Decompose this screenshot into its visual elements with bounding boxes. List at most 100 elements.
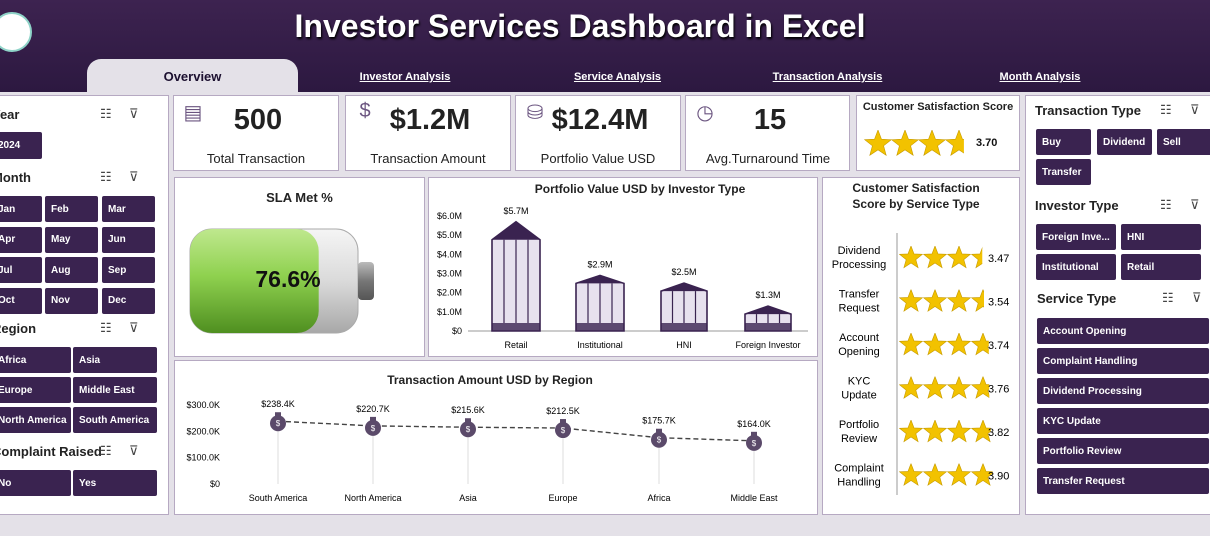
x-tick-label: Foreign Investor [735,340,800,350]
slicer-service-type-item[interactable]: Dividend Processing [1037,378,1209,404]
slicer-month-item[interactable]: Feb [45,196,98,222]
slicer-service-type-item[interactable]: KYC Update [1037,408,1209,434]
slicer-month-item[interactable]: Jan [0,196,42,222]
star-icon [890,130,920,156]
x-tick-label: Retail [504,340,527,350]
slicer-transaction-type-item[interactable]: Buy [1036,129,1091,155]
star-icon [970,420,991,443]
data-label: $5.7M [503,206,528,216]
stars-kyc-update [899,376,990,399]
slicer-region-item[interactable]: Asia [73,347,157,373]
money-bag-icon: $ [359,100,371,122]
slicer-investor-type-item[interactable]: Foreign Inve... [1036,224,1116,250]
slicer-transaction-type-title: Transaction Type [1035,103,1141,118]
slicer-month-item[interactable]: Jun [102,226,155,253]
star-icon [946,289,972,312]
tab-month-analysis[interactable]: Month Analysis [999,71,1081,83]
point-asia: $ [460,418,476,438]
sla-battery-fill [190,229,319,333]
x-tick-label: Middle East [730,493,778,503]
slicer-region-item[interactable]: South America [73,407,157,433]
portfolio-chart: $0 $1.0M $2.0M $3.0M $4.0M $5.0M $6.0M $5.7M Ret… [437,206,808,350]
star-icon [946,463,972,486]
kpi-label: Transaction Amount [370,151,486,166]
csat-service-title: Customer Satisfaction Score by Service T… [852,181,980,211]
star-icon [944,130,964,156]
slicer-investor-type-item[interactable]: Institutional [1036,254,1116,280]
star-icon [946,333,972,356]
slicer-month-item[interactable]: Nov [45,287,98,314]
multi-select-icon[interactable]: ☷ [100,320,112,335]
slicer-investor-type-item[interactable]: Retail [1121,254,1201,280]
data-label: $215.6K [451,405,485,415]
cash-icon: ⛁ [526,102,544,124]
slicer-transaction-type-item[interactable]: Transfer [1036,159,1091,185]
slicer-service-type-item[interactable]: Account Opening [1037,318,1209,344]
tab-overview[interactable]: Overview [87,59,298,92]
clear-filter-icon[interactable]: ⊽ [129,169,139,184]
slicer-investor-type-title: Investor Type [1035,198,1119,213]
slicer-service-type-item[interactable]: Complaint Handling [1037,348,1209,374]
clear-filter-icon[interactable]: ⊽ [1192,290,1202,305]
slicer-month-item[interactable]: Dec [102,287,155,314]
slicer-complaint-item[interactable]: No [0,470,71,496]
slicer-month-item[interactable]: Sep [102,257,155,283]
clear-filter-icon[interactable]: ⊽ [129,320,139,335]
slicer-month-item[interactable]: Oct [0,287,42,314]
star-icon [946,420,972,443]
slicer-region-item[interactable]: North America [0,407,71,433]
multi-select-icon[interactable]: ☷ [100,443,112,458]
star-icon [970,376,990,399]
y-tick-label: $0 [210,479,220,489]
company-logo [0,12,32,52]
clear-filter-icon[interactable]: ⊽ [129,443,139,458]
multi-select-icon[interactable]: ☷ [1160,102,1172,117]
multi-select-icon[interactable]: ☷ [1162,290,1174,305]
star-icon [973,130,974,155]
data-label: $238.4K [261,399,295,409]
slicer-year-item[interactable]: 2024 [0,132,42,159]
csat-service-chart: Dividend Processing 3.47 Transfer Request 3.5… [832,233,1009,495]
slicer-month-item[interactable]: Apr [0,226,42,253]
slicer-month-item[interactable]: Jul [0,257,42,283]
slicer-investor-type-item[interactable]: HNI [1121,224,1201,250]
bar-retail [491,220,541,332]
clear-filter-icon[interactable]: ⊽ [1190,102,1200,117]
clock-icon: ◷ [696,102,714,124]
slicer-service-type-item[interactable]: Transfer Request [1037,468,1209,494]
kpi-card [515,95,681,171]
slicer-region-item[interactable]: Europe [0,377,71,403]
slicer-month-item[interactable]: May [45,226,98,253]
page-title: Investor Services Dashboard in Excel [294,8,866,44]
kpi-label: Avg.Turnaround Time [705,151,831,166]
region-chart: $0 $100.0K $200.0K $300.0K $ $238.4K South Ame… [186,399,778,503]
slicer-month-item[interactable]: Mar [102,196,155,222]
slicer-region-item[interactable]: Africa [0,347,71,373]
tab-transaction-analysis[interactable]: Transaction Analysis [772,71,883,83]
slicer-complaint-title: Complaint Raised [0,444,102,459]
slicer-transaction-type-item[interactable]: Sell [1157,129,1210,155]
multi-select-icon[interactable]: ☷ [100,106,112,121]
multi-select-icon[interactable]: ☷ [100,169,112,184]
x-tick-label: Europe [548,493,577,503]
point-south-america: $ [270,412,286,432]
data-label: $212.5K [546,406,580,416]
clear-filter-icon[interactable]: ⊽ [129,106,139,121]
slicer-month-item[interactable]: Aug [45,257,98,283]
multi-select-icon[interactable]: ☷ [1160,197,1172,212]
clear-filter-icon[interactable]: ⊽ [1190,197,1200,212]
slicer-complaint-item[interactable]: Yes [73,470,157,496]
point-africa: $ [651,428,667,448]
star-icon [946,246,972,269]
slicer-year-title: Year [0,107,20,122]
slicer-service-type-item[interactable]: Portfolio Review [1037,438,1209,464]
slicer-region-item[interactable]: Middle East [73,377,157,403]
star-icon [970,247,983,269]
svg-text:$: $ [657,436,662,445]
y-tick-label: Dividend Processing [832,245,886,271]
tab-investor-analysis[interactable]: Investor Analysis [359,71,451,83]
kpi-label: Total Transaction [206,151,306,166]
tab-service-analysis[interactable]: Service Analysis [573,71,662,83]
slicer-transaction-type-item[interactable]: Dividend [1097,129,1152,155]
y-tick-label: KYC Update [841,376,876,402]
